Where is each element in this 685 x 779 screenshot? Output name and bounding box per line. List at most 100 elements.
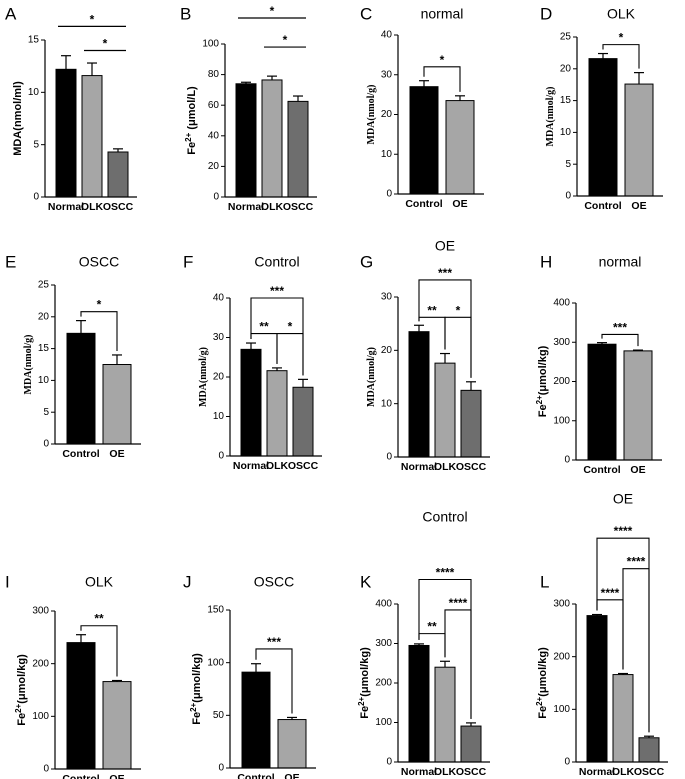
- significance-bracket: [418, 578, 472, 719]
- chart-title: normal: [599, 254, 642, 270]
- bar-oe: [445, 100, 475, 195]
- y-tick-label: 300: [553, 337, 570, 348]
- bar-control: [66, 332, 96, 445]
- y-tick-label: 5: [565, 159, 571, 170]
- y-tick-label: 300: [32, 606, 49, 617]
- bar-olk: [612, 674, 634, 763]
- x-tick-label: Normal: [401, 766, 437, 778]
- x-tick-label: OSCC: [456, 461, 487, 473]
- y-axis-label: Fe2+(μmol/kg): [535, 647, 549, 719]
- significance-label: *: [456, 303, 461, 317]
- significance-label: *: [619, 31, 624, 45]
- bar-oe: [277, 719, 307, 769]
- bar-olk: [81, 75, 103, 198]
- chart-panel-i: I OLK 0 100 200 300 Control OE Fe2+(μmol/kg) **: [5, 572, 141, 779]
- bar-control: [587, 343, 617, 461]
- bar-control: [409, 86, 439, 195]
- x-tick-label: OLK: [612, 766, 635, 778]
- y-axis-label: Fe2+(μmol/kg): [14, 654, 28, 726]
- bar-normal: [235, 83, 257, 198]
- significance-label: **: [427, 303, 437, 317]
- y-axis-label: Fe2+(μmol/kg): [189, 653, 203, 725]
- y-tick-label: 100: [553, 704, 570, 715]
- panel-letter: K: [360, 572, 372, 591]
- bar-normal: [55, 68, 77, 198]
- chart-title: Control: [422, 509, 467, 525]
- y-tick-label: 0: [386, 757, 392, 768]
- x-tick-label: Normal: [228, 201, 264, 213]
- x-tick-label: OE: [109, 448, 124, 460]
- y-tick-label: 40: [213, 293, 225, 304]
- y-axis-label: Fe2+(μmol/kg): [535, 345, 549, 417]
- significance-label: ***: [613, 320, 627, 334]
- y-tick-label: 40: [208, 130, 220, 141]
- panel-letter: D: [540, 4, 552, 23]
- significance-label: **: [427, 620, 437, 634]
- x-tick-label: OE: [630, 464, 645, 476]
- x-tick-label: Normal: [48, 201, 84, 213]
- x-tick-label: Control: [62, 448, 99, 460]
- bar-oscc: [460, 389, 482, 458]
- x-tick-label: OE: [452, 198, 467, 210]
- y-tick-label: 200: [32, 658, 49, 669]
- y-tick-label: 5: [43, 407, 49, 418]
- x-tick-label: OE: [109, 773, 124, 779]
- bar-olk: [434, 362, 456, 458]
- significance-bracket: [423, 66, 461, 92]
- y-tick-label: 0: [218, 451, 224, 462]
- x-tick-label: OSCC: [103, 201, 134, 213]
- chart-title: OE: [435, 238, 455, 254]
- significance-label: *: [97, 298, 102, 312]
- bar-normal: [586, 615, 608, 763]
- bar-normal: [240, 348, 262, 457]
- bar-oe: [102, 681, 132, 770]
- y-tick-label: 0: [386, 189, 392, 200]
- y-tick-label: 50: [213, 710, 225, 721]
- y-tick-label: 10: [381, 149, 393, 160]
- y-tick-label: 15: [560, 95, 572, 106]
- chart-panel-e: E OSCC 0 5 10 15 20 25 Control OE MDA(nmol/g) *: [5, 252, 141, 460]
- x-tick-label: OLK: [434, 766, 457, 778]
- y-tick-label: 100: [202, 39, 219, 50]
- x-tick-label: OSCC: [634, 766, 665, 778]
- x-tick-label: OLK: [261, 201, 284, 213]
- y-tick-label: 60: [208, 100, 220, 111]
- x-tick-label: Normal: [579, 766, 615, 778]
- significance-label: ****: [449, 596, 468, 610]
- y-tick-label: 15: [38, 343, 50, 354]
- y-tick-label: 300: [375, 638, 392, 649]
- bar-control: [66, 642, 96, 770]
- x-tick-label: OLK: [434, 461, 457, 473]
- y-axis-label: MDA(nmol/g): [366, 347, 377, 407]
- y-tick-label: 20: [381, 345, 393, 356]
- bar-oe: [102, 364, 132, 445]
- bar-control: [588, 58, 618, 197]
- bar-normal: [408, 331, 430, 458]
- significance-label: ***: [267, 635, 281, 649]
- y-tick-label: 200: [553, 651, 570, 662]
- y-tick-label: 40: [381, 30, 393, 41]
- panel-letter: L: [540, 572, 549, 591]
- y-tick-label: 0: [218, 763, 224, 774]
- significance-label: ****: [627, 555, 646, 569]
- chart-title: OLK: [607, 6, 636, 22]
- y-tick-label: 15: [28, 35, 40, 46]
- x-tick-label: OLK: [81, 201, 104, 213]
- significance-label: ***: [438, 266, 452, 280]
- significance-bracket: [601, 333, 639, 347]
- y-tick-label: 10: [38, 375, 50, 386]
- x-tick-label: OSCC: [283, 201, 314, 213]
- y-tick-label: 0: [43, 439, 49, 450]
- y-axis-label: MDA(nmol/g): [198, 347, 209, 407]
- y-tick-label: 10: [560, 127, 572, 138]
- significance-bracket: [418, 279, 472, 378]
- y-tick-label: 150: [207, 605, 224, 616]
- panel-letter: J: [183, 572, 192, 591]
- y-tick-label: 400: [375, 599, 392, 610]
- significance-bracket: [255, 648, 293, 714]
